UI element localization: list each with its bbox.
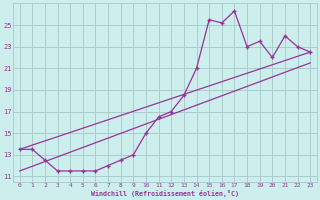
X-axis label: Windchill (Refroidissement éolien,°C): Windchill (Refroidissement éolien,°C) [91,190,239,197]
